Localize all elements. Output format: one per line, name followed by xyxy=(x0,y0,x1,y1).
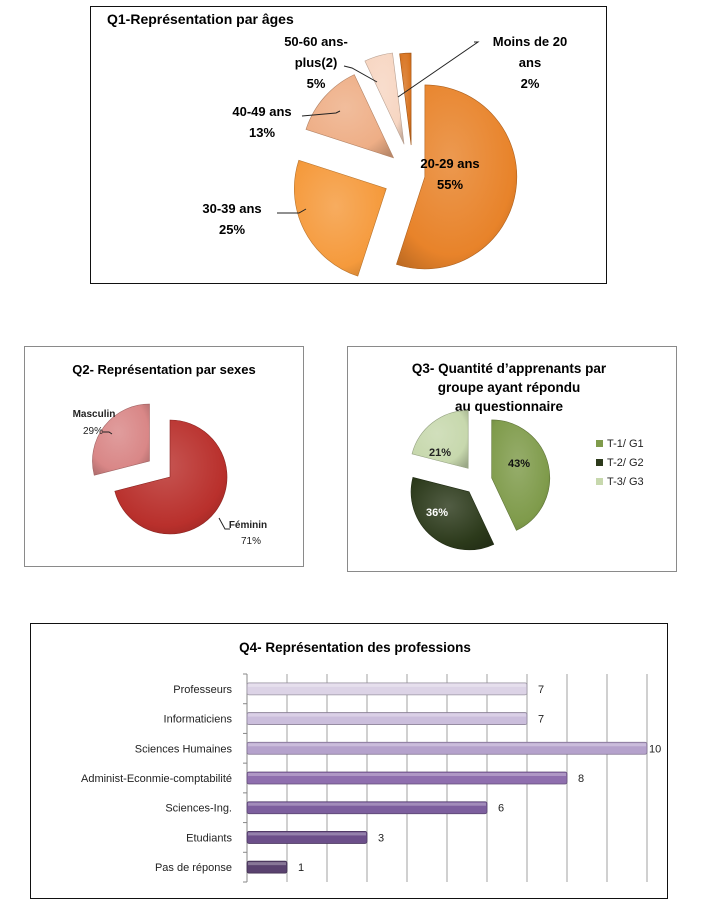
q1-data-label: ans xyxy=(519,55,541,70)
pie-slice-t-3-g3 xyxy=(411,410,469,469)
q2-data-label: 29% xyxy=(83,426,103,437)
q2-leader-line xyxy=(103,431,113,435)
q4-category-label: Etudiants xyxy=(186,832,232,844)
pie-slice-30-39-ans xyxy=(294,159,387,277)
q4-chart-frame xyxy=(30,623,668,899)
q1-data-label: plus(2) xyxy=(295,55,338,70)
q4-data-label: 8 xyxy=(578,773,584,785)
q3-legend-swatch xyxy=(596,478,603,485)
q4-category-label: Informaticiens xyxy=(164,714,233,726)
pie-slice-f-minin xyxy=(114,419,228,535)
q3-data-label: 36% xyxy=(426,507,448,519)
pie-slice-t-2-g2 xyxy=(410,477,495,551)
pie-slice-40-49-ans xyxy=(305,74,395,159)
q4-category-label: Sciences-Ing. xyxy=(165,803,232,815)
q3-chart-title: groupe ayant répondu xyxy=(438,380,581,395)
q4-bar-highlight xyxy=(248,713,526,717)
q1-data-label: 55% xyxy=(437,177,463,192)
pie-slice-20-29-ans xyxy=(396,84,518,270)
q1-data-label: 5% xyxy=(307,76,326,91)
q4-bar-highlight xyxy=(248,773,566,776)
q1-leader-line xyxy=(277,208,307,214)
q3-chart-title: Q3- Quantité d’apprenants par xyxy=(412,361,607,376)
pie-slice-masculin xyxy=(92,403,150,476)
q3-data-label: 43% xyxy=(508,458,530,470)
q4-data-label: 6 xyxy=(498,803,504,815)
q2-chart-title: Q2- Représentation par sexes xyxy=(72,362,256,377)
q4-data-label: 7 xyxy=(538,684,544,696)
q2-data-label: 71% xyxy=(241,536,261,547)
q1-leader-line xyxy=(343,65,378,83)
q4-category-label: Sciences Humaines xyxy=(135,743,233,755)
q1-data-label: 30-39 ans xyxy=(202,201,261,216)
q1-data-label: 13% xyxy=(249,125,275,140)
q3-legend-swatch xyxy=(596,440,603,447)
q3-legend-label: T-3/ G3 xyxy=(607,476,644,488)
q4-category-label: Pas de réponse xyxy=(155,862,232,874)
q4-category-label: Administ-Econmie-comptabilité xyxy=(81,773,232,785)
q4-data-label: 10 xyxy=(649,743,661,755)
q4-bar-highlight xyxy=(248,743,646,747)
q3-legend-label: T-2/ G2 xyxy=(607,457,644,469)
q4-bar-highlight xyxy=(248,832,366,836)
q4-bar-highlight xyxy=(248,683,526,687)
q1-chart-title: Q1-Représentation par âges xyxy=(107,11,294,27)
q1-data-label: 40-49 ans xyxy=(232,104,291,119)
q3-legend-label: T-1/ G1 xyxy=(607,438,644,450)
q3-data-label: 21% xyxy=(429,447,451,459)
q3-legend-swatch xyxy=(596,459,603,466)
q1-leader-line xyxy=(301,110,341,117)
q1-leader-line xyxy=(397,41,480,98)
q4-category-label: Professeurs xyxy=(173,684,232,696)
q4-bar-highlight xyxy=(248,862,286,866)
q1-data-label: Moins de 20 xyxy=(493,34,567,49)
q4-data-label: 3 xyxy=(378,832,384,844)
q2-data-label: Masculin xyxy=(73,409,116,420)
q4-chart-title: Q4- Représentation des professions xyxy=(239,640,471,655)
pie-slice-moins-de-20-ans xyxy=(399,52,412,146)
q4-data-label: 1 xyxy=(298,862,304,874)
q1-data-label: 20-29 ans xyxy=(420,156,479,171)
q1-data-label: 25% xyxy=(219,222,245,237)
q1-data-label: 2% xyxy=(521,76,540,91)
q4-data-label: 7 xyxy=(538,714,544,726)
q2-leader-line xyxy=(218,517,230,530)
pie-slice-50-60-ans-plus-2- xyxy=(364,52,405,145)
q4-bar-highlight xyxy=(248,802,486,806)
q2-data-label: Féminin xyxy=(229,520,267,531)
q1-data-label: 50-60 ans- xyxy=(284,34,348,49)
pie-slice-t-1-g1 xyxy=(491,419,550,531)
q3-chart-title: au questionnaire xyxy=(455,399,564,414)
